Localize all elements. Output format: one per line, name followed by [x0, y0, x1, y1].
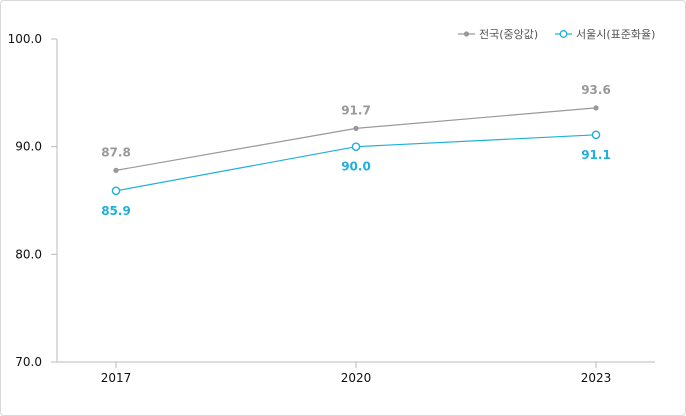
legend: 전국(중앙값) 서울시(표준화율) [458, 28, 655, 41]
x-axis-ticks: 2017 2020 2023 [101, 362, 612, 385]
legend-item-seoul[interactable]: 서울시(표준화율) [555, 28, 655, 41]
data-label: 85.9 [101, 204, 131, 218]
legend-label-seoul: 서울시(표준화율) [576, 28, 655, 41]
data-label: 91.1 [581, 148, 611, 162]
x-tick-label: 2017 [101, 371, 132, 385]
legend-marker-national [463, 31, 470, 37]
data-point[interactable] [591, 130, 601, 140]
data-label: 87.8 [101, 145, 131, 159]
y-tick-label: 100.0 [8, 32, 42, 46]
data-label: 93.6 [581, 83, 611, 97]
series-group: 87.8 91.7 93.6 85.9 90.0 91.1 [101, 83, 611, 218]
legend-item-national[interactable]: 전국(중앙값) [458, 28, 538, 41]
data-point[interactable] [111, 186, 121, 196]
legend-marker-seoul [559, 30, 568, 38]
x-tick-label: 2023 [581, 371, 612, 385]
data-point[interactable] [353, 125, 359, 131]
y-tick-label: 70.0 [15, 355, 42, 369]
data-label: 91.7 [341, 103, 371, 117]
data-point[interactable] [593, 105, 599, 111]
y-tick-label: 90.0 [15, 140, 42, 154]
x-tick-label: 2020 [341, 371, 372, 385]
legend-label-national: 전국(중앙값) [479, 28, 538, 41]
data-label: 90.0 [341, 160, 371, 174]
y-axis-ticks: 100.0 90.0 80.0 70.0 [8, 32, 57, 369]
y-tick-label: 80.0 [15, 247, 42, 261]
data-point[interactable] [113, 167, 119, 173]
data-point[interactable] [351, 142, 361, 151]
